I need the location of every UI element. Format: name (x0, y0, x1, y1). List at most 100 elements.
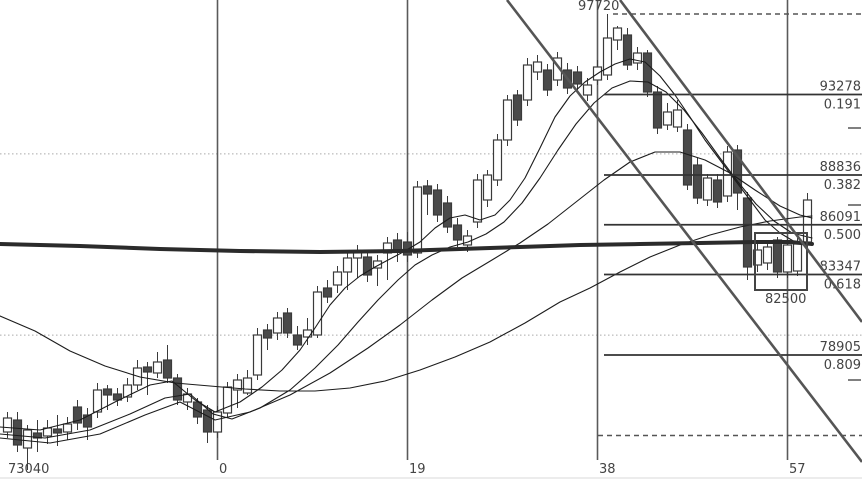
ma-slowest-line[interactable] (0, 215, 813, 392)
candle-body (512, 94, 523, 121)
candle-body (702, 177, 713, 201)
x-axis-label: 38 (599, 462, 616, 477)
candle-down (12, 411, 23, 452)
candle-body (162, 359, 173, 379)
candle-up (782, 238, 793, 278)
candle-down (682, 123, 693, 190)
candle-down (512, 89, 523, 127)
trend-line[interactable] (618, 0, 862, 323)
candle-body (202, 409, 213, 433)
candle-up (62, 416, 73, 440)
candle-body (652, 91, 663, 129)
x-axis-label: 19 (409, 462, 426, 477)
candle-up (232, 373, 243, 409)
fib-ratio-label: 0.382 (824, 178, 861, 193)
candle-up (532, 55, 543, 80)
candle-up (342, 250, 353, 290)
candle-down (452, 217, 463, 247)
candle-body (402, 241, 413, 256)
candle-down (572, 66, 583, 90)
candle-up (492, 133, 503, 186)
candle-up (762, 239, 773, 271)
candle-body (272, 317, 283, 334)
candle-down (32, 420, 43, 452)
candle-up (242, 370, 253, 395)
candle-body (262, 329, 273, 339)
ma-long-thick-line[interactable] (0, 240, 814, 254)
candle-down (292, 326, 303, 350)
candle-body (32, 432, 43, 439)
candle-body (242, 377, 253, 394)
candle-body (692, 164, 703, 199)
fib-price-label: 83347 (820, 259, 861, 274)
fib-ratio-label: 0.809 (824, 358, 861, 373)
candle-body (92, 389, 103, 413)
swing-high-label: 97720 (578, 0, 619, 14)
candle-up (2, 411, 13, 439)
candle-down (622, 27, 633, 71)
candle-down (432, 183, 443, 223)
candle-up (602, 14, 613, 80)
trend-line[interactable] (505, 0, 862, 463)
candle-up (92, 383, 103, 418)
candle-down (362, 250, 373, 283)
candle-up (662, 103, 673, 130)
candle-down (172, 373, 183, 406)
candle-body (292, 334, 303, 346)
candle-down (72, 400, 83, 430)
candle-body (222, 386, 233, 414)
candle-body (772, 239, 783, 273)
candle-body (392, 239, 403, 251)
candle-body (542, 69, 553, 91)
candle-body (642, 52, 653, 93)
candle-up (522, 57, 533, 106)
candle-down (712, 173, 723, 208)
candle-body (142, 366, 153, 373)
candle-body (422, 185, 433, 195)
price-box-label: 82500 (765, 292, 806, 307)
candle-up (252, 327, 263, 380)
candle-body (82, 414, 93, 428)
ma-medium-line[interactable] (0, 80, 813, 439)
candle-body (762, 246, 773, 264)
candle-body (122, 384, 133, 398)
candle-body (602, 37, 613, 76)
candle-body (112, 393, 123, 401)
x-axis-label: 0 (219, 462, 227, 477)
candle-down (652, 85, 663, 134)
candle-body (582, 84, 593, 96)
candle-down (692, 157, 703, 205)
ma-fast-line[interactable] (0, 58, 813, 431)
candle-body (282, 312, 293, 334)
candle-down (442, 195, 453, 234)
candle-body (612, 27, 623, 41)
candle-up (482, 170, 493, 207)
x-axis-label: 73040 (8, 462, 49, 477)
ma-slow-line[interactable] (0, 151, 813, 444)
candle-up (702, 173, 713, 206)
candle-body (252, 334, 263, 376)
candle-body (752, 249, 763, 266)
candle-down (402, 232, 413, 262)
candle-body (572, 71, 583, 85)
price-rectangle-object[interactable] (754, 232, 808, 291)
candle-body (52, 428, 63, 434)
candle-down (422, 179, 433, 216)
candle-up (372, 255, 383, 286)
candle-body (792, 243, 803, 272)
candle-up (332, 266, 343, 294)
fib-ratio-label: 0.191 (824, 98, 861, 113)
candle-up (272, 311, 283, 340)
candle-body (782, 244, 793, 273)
fib-price-label: 78905 (820, 340, 861, 355)
fib-price-label: 86091 (820, 210, 861, 225)
candle-body (232, 379, 243, 391)
candle-up (502, 94, 513, 146)
candle-body (452, 224, 463, 241)
candle-down (542, 64, 553, 96)
candle-down (282, 307, 293, 339)
candle-body (212, 411, 223, 433)
